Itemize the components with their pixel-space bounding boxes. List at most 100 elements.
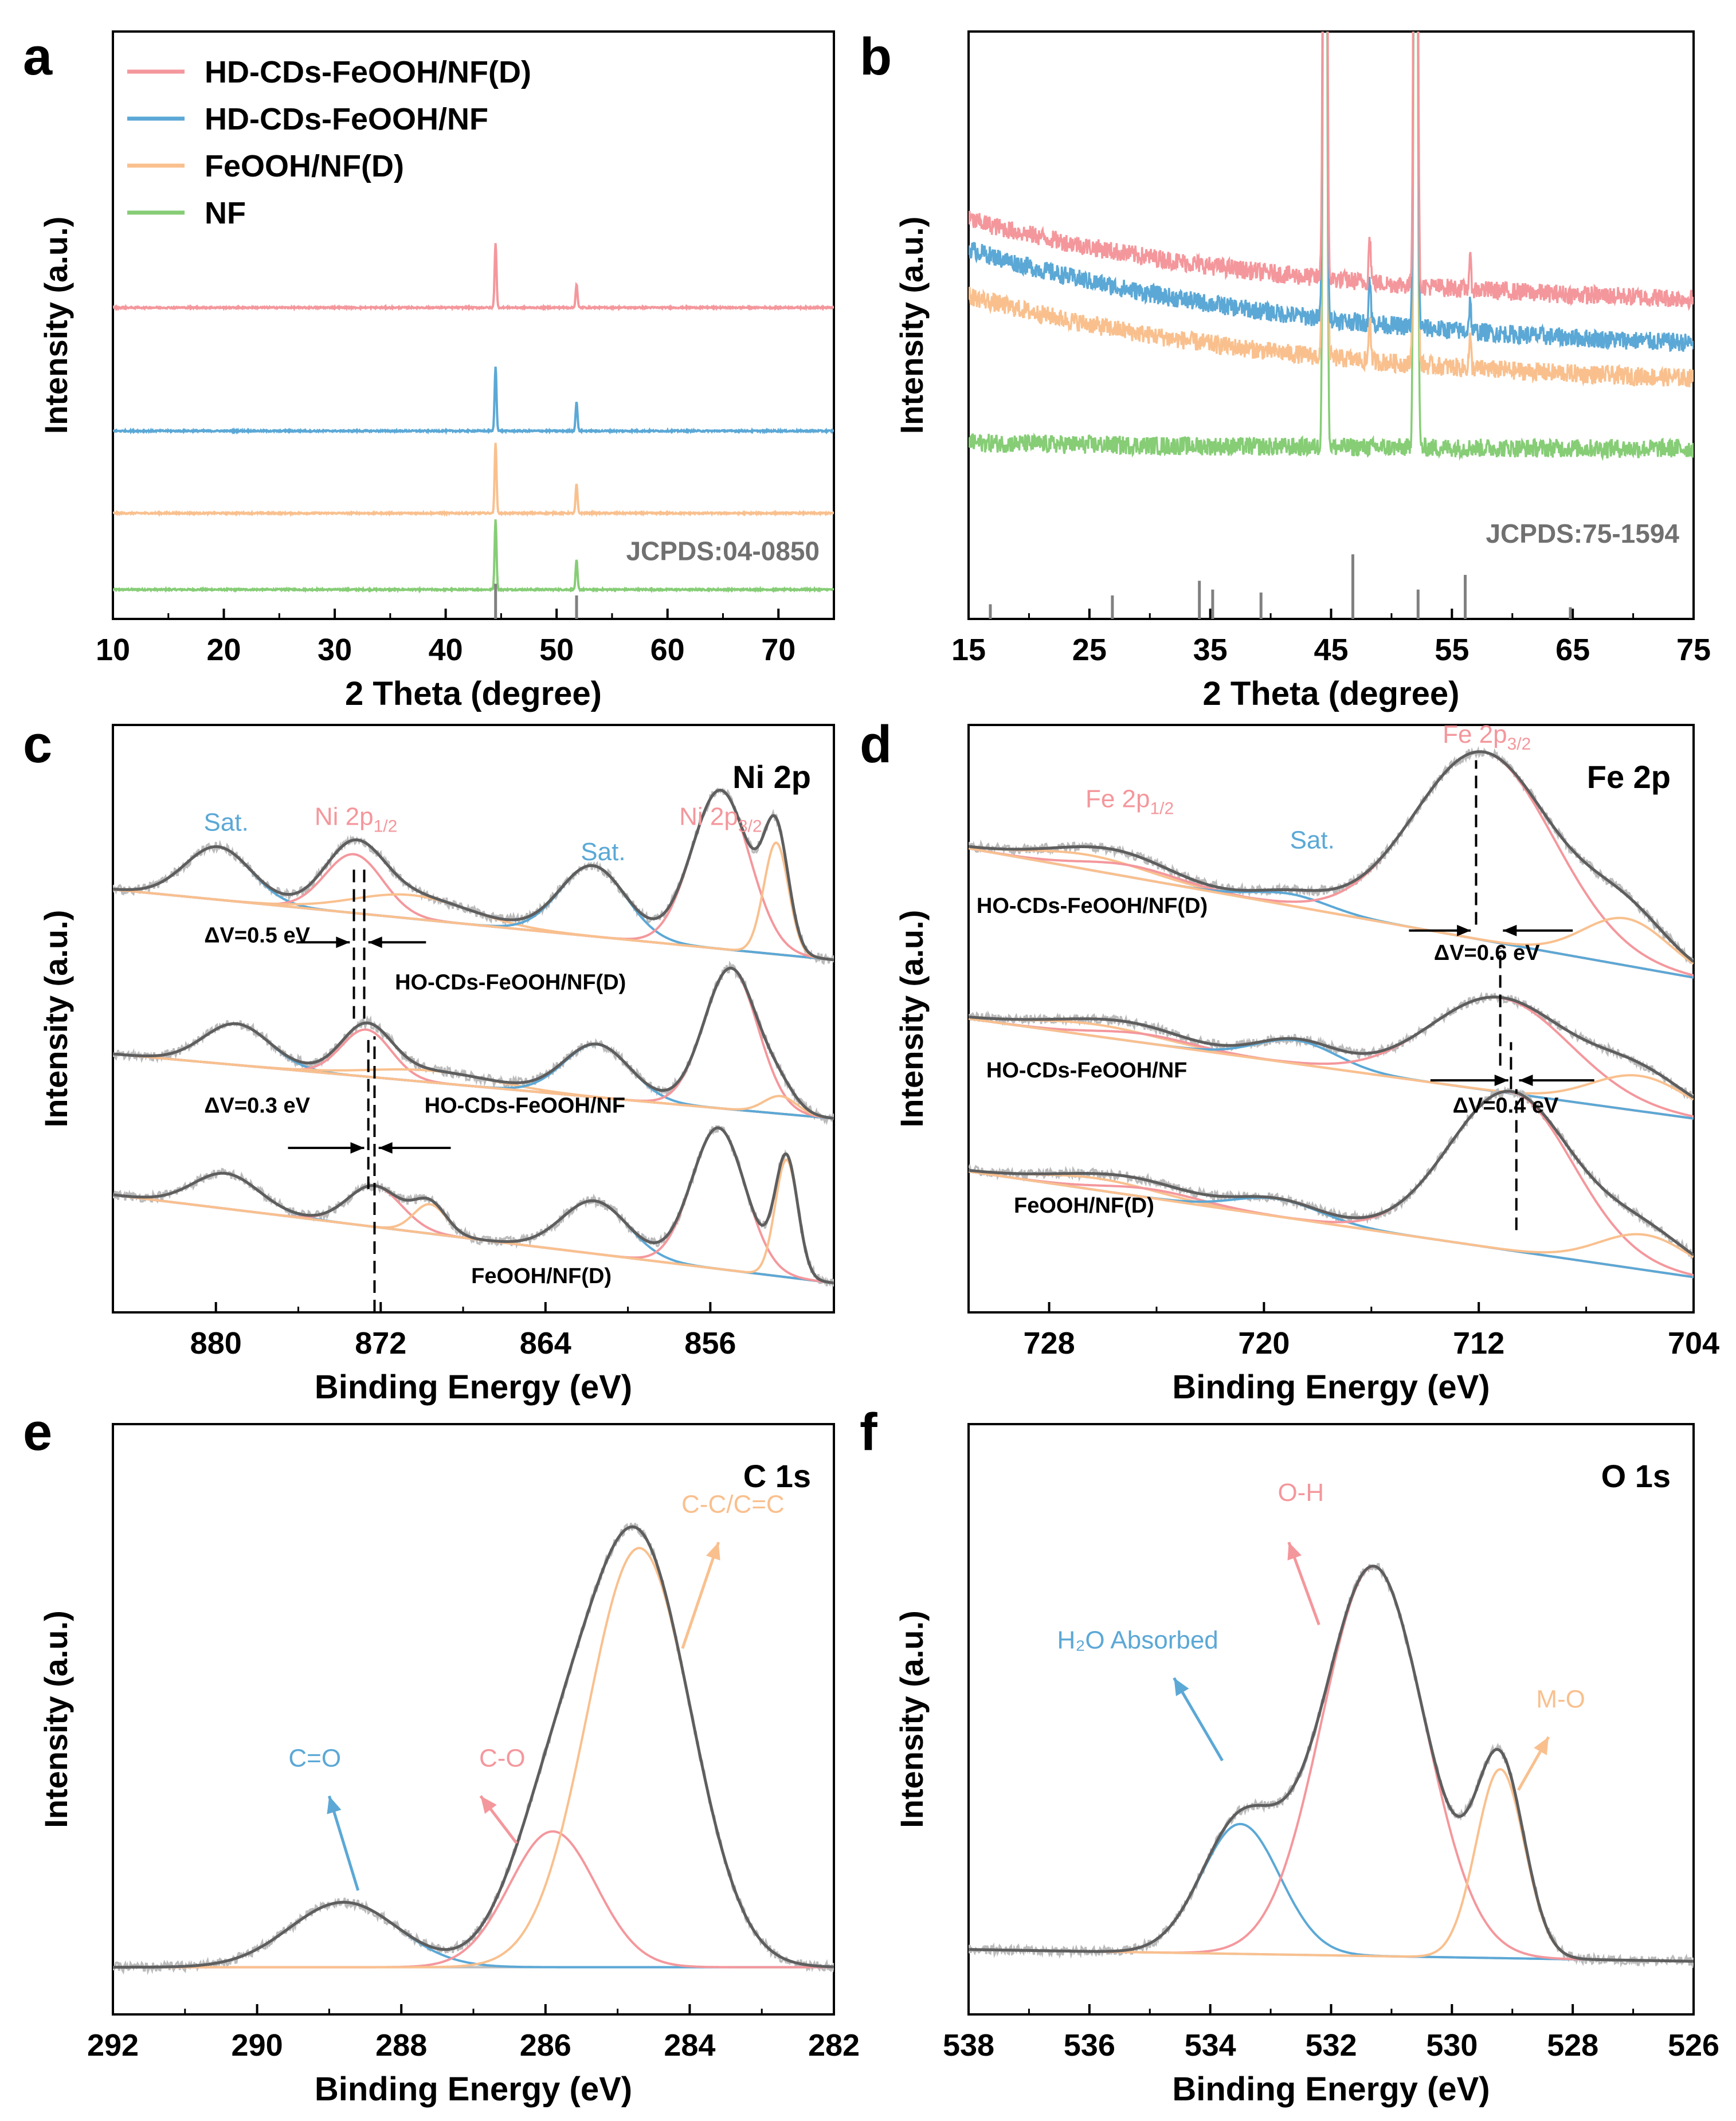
x-tick-label: 50 bbox=[539, 633, 574, 667]
x-tick-label: 536 bbox=[1064, 2028, 1115, 2063]
raw-data bbox=[113, 1125, 834, 1287]
x-tick-label: 70 bbox=[761, 633, 795, 667]
arrow-head bbox=[378, 1142, 393, 1154]
peak-label-text: Fe 2p bbox=[1443, 720, 1507, 748]
panel-label: f bbox=[860, 1403, 877, 1461]
component-arrow bbox=[681, 1542, 720, 1649]
panel-title: Fe 2p bbox=[1587, 759, 1671, 795]
x-axis-label: Binding Energy (eV) bbox=[315, 2071, 632, 2108]
x-axis-label: Binding Energy (eV) bbox=[1172, 1369, 1490, 1406]
y-axis-label: Intensity (a.u.) bbox=[894, 1610, 930, 1828]
panel-label: c bbox=[23, 715, 52, 774]
series-line bbox=[113, 366, 834, 435]
x-tick-label: 40 bbox=[429, 633, 463, 667]
fit-component bbox=[113, 1127, 834, 1284]
x-tick-label: 55 bbox=[1435, 633, 1469, 667]
x-tick-label: 45 bbox=[1314, 633, 1348, 667]
x-tick-label: 720 bbox=[1238, 1326, 1290, 1361]
sample-annotation: HO-CDs-FeOOH/NF(D) bbox=[977, 894, 1208, 918]
raw-data bbox=[969, 746, 1694, 964]
panel-title: O 1s bbox=[1601, 1458, 1671, 1494]
fit-envelope bbox=[113, 789, 834, 962]
y-axis-label: Intensity (a.u.) bbox=[38, 217, 74, 434]
series-line bbox=[113, 243, 834, 312]
x-tick-label: 530 bbox=[1426, 2028, 1478, 2063]
x-tick-label: 286 bbox=[520, 2028, 571, 2063]
plot-frame bbox=[112, 30, 835, 620]
sample-annotation: ΔV=0.3 eV bbox=[204, 1094, 310, 1118]
fit-envelope bbox=[113, 966, 834, 1120]
component-arrow-head bbox=[706, 1542, 720, 1561]
peak-label-subscript: 1/2 bbox=[374, 817, 398, 836]
x-tick-label: 728 bbox=[1024, 1326, 1075, 1361]
y-axis-label: Intensity (a.u.) bbox=[894, 910, 930, 1128]
fit-envelope bbox=[969, 995, 1694, 1099]
y-axis-label: Intensity (a.u.) bbox=[38, 1610, 74, 1828]
peak-label-text: Fe 2p bbox=[1086, 785, 1150, 813]
y-axis-label: Intensity (a.u.) bbox=[894, 217, 930, 434]
x-axis-label: 2 Theta (degree) bbox=[345, 675, 602, 712]
component-arrow-head bbox=[1174, 1677, 1189, 1696]
arrow-head bbox=[1519, 1075, 1533, 1087]
x-tick-label: 25 bbox=[1072, 633, 1107, 667]
fit-envelope bbox=[113, 1126, 834, 1285]
x-tick-label: 864 bbox=[520, 1326, 571, 1361]
peak-label: Fe 2p3/2 bbox=[1443, 720, 1531, 754]
x-tick-label: 30 bbox=[318, 633, 352, 667]
arrow-head bbox=[336, 936, 350, 948]
reference-label: JCPDS:04-0850 bbox=[626, 536, 820, 566]
panel-label: e bbox=[23, 1403, 52, 1461]
sample-annotation: HO-CDs-FeOOH/NF bbox=[425, 1094, 625, 1118]
component-arrow-head bbox=[480, 1795, 497, 1814]
legend-entry: HD-CDs-FeOOH/NF(D) bbox=[205, 55, 531, 89]
plot-frame bbox=[967, 1423, 1695, 2016]
sample-annotation: HO-CDs-FeOOH/NF(D) bbox=[395, 970, 626, 994]
legend-entry: HD-CDs-FeOOH/NF bbox=[205, 102, 488, 136]
fit-component bbox=[113, 841, 834, 961]
panel-label: b bbox=[860, 28, 892, 86]
component-label: O-H bbox=[1277, 1479, 1324, 1507]
raw-data bbox=[113, 1523, 834, 1975]
component-label: C-O bbox=[479, 1744, 526, 1772]
peak-label-text: Sat. bbox=[1290, 826, 1335, 854]
plot-frame bbox=[112, 724, 835, 1314]
arrow-head bbox=[1503, 924, 1517, 936]
fit-envelope bbox=[969, 1565, 1694, 1963]
arrow-head bbox=[1457, 924, 1471, 936]
legend-entry: FeOOH/NF(D) bbox=[205, 149, 404, 183]
peak-label-text: Ni 2p bbox=[315, 802, 374, 830]
peak-label-text: Sat. bbox=[204, 809, 249, 837]
x-axis-label: Binding Energy (eV) bbox=[315, 1369, 632, 1406]
sample-annotation: ΔV=0.6 eV bbox=[1434, 941, 1540, 965]
peak-label: Ni 2p3/2 bbox=[679, 802, 762, 836]
component-label: M-O bbox=[1536, 1685, 1585, 1713]
x-tick-label: 60 bbox=[650, 633, 685, 667]
x-tick-label: 880 bbox=[190, 1326, 242, 1361]
peak-label-subscript: 3/2 bbox=[1507, 735, 1531, 754]
series-line bbox=[969, 32, 1694, 311]
arrow-head bbox=[368, 936, 382, 948]
fit-component bbox=[113, 1053, 834, 1120]
x-tick-label: 288 bbox=[375, 2028, 427, 2063]
series-line bbox=[969, 32, 1694, 387]
sample-annotation: HO-CDs-FeOOH/NF bbox=[986, 1058, 1187, 1083]
peak-label-text: Ni 2p bbox=[679, 802, 738, 830]
panel-b: 15 25 35 45 55 65 75 2 Theta (degree) Intensity … bbox=[860, 28, 1711, 712]
x-tick-label: 712 bbox=[1453, 1326, 1504, 1361]
panel-a: 10 20 30 40 50 60 70 2 Theta (degree) Intensity … bbox=[23, 28, 835, 712]
fit-component bbox=[969, 1768, 1694, 1963]
panel-label: a bbox=[23, 28, 53, 86]
x-tick-label: 872 bbox=[355, 1326, 406, 1361]
fit-envelope bbox=[969, 1089, 1694, 1256]
series-line bbox=[113, 442, 834, 517]
x-tick-label: 10 bbox=[96, 633, 130, 667]
x-tick-label: 534 bbox=[1185, 2028, 1236, 2063]
y-axis-label: Intensity (a.u.) bbox=[38, 910, 74, 1128]
fit-component bbox=[113, 1547, 834, 1969]
x-tick-label: 526 bbox=[1668, 2028, 1719, 2063]
x-tick-label: 290 bbox=[232, 2028, 283, 2063]
series-line bbox=[969, 32, 1694, 352]
peak-label: Sat. bbox=[204, 809, 249, 837]
x-tick-label: 282 bbox=[808, 2028, 860, 2063]
